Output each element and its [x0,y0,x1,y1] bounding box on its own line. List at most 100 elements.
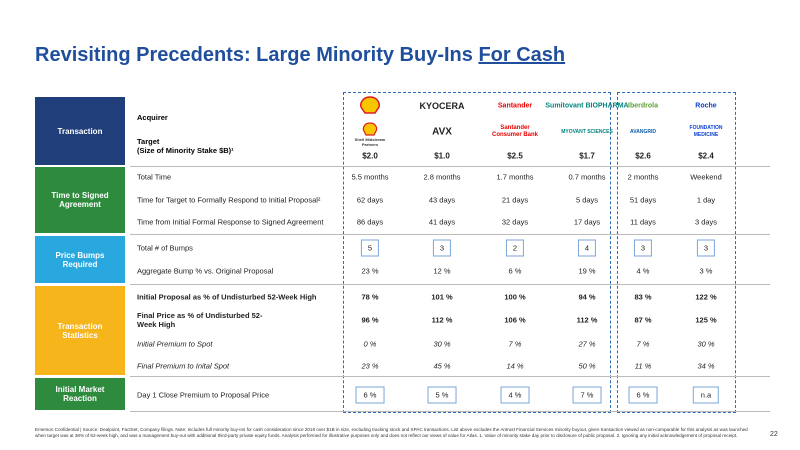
separator [130,234,770,235]
acquirer-logo: Sumitovant BIOPHARMA [545,102,629,110]
cell: 7 % [572,386,602,404]
cell: 7 % [508,339,522,349]
title: Revisiting Precedents: Large Minority Bu… [35,44,473,66]
cell: 122 % [695,292,717,302]
row-label: Final Price as % of Undisturbed 52-Week … [137,311,263,329]
cell: 112 % [431,315,453,325]
cell: 0.7 months [568,172,606,182]
section-label: Time to Signed Agreement [35,167,125,233]
footnote: Emerson Confidential | Source: Dealpoint… [35,427,748,438]
cell: 87 % [634,315,652,325]
target-logo: MYOVANT SCIENCES [561,129,613,135]
cell: 27 % [578,339,596,349]
cell: 50 % [578,361,596,371]
cell: 62 days [356,195,384,205]
cell: 43 days [428,195,456,205]
cell: 2 [505,239,525,257]
cell: 112 % [576,315,598,325]
cell: 4 % [500,386,530,404]
cell: 14 % [506,361,524,371]
cell: 51 days [629,195,657,205]
acquirer-logo: Santander [497,102,533,110]
cell: 1.7 months [496,172,534,182]
cell: 23 % [361,266,379,276]
row-label: Time for Target to Formally Respond to I… [137,195,321,205]
cell: 100 % [504,292,526,302]
stake: $2.6 [635,151,651,161]
cell: 4 [577,239,597,257]
cell: 3 % [699,266,713,276]
cell: 1 day [696,195,716,205]
cell: 5 days [575,195,599,205]
cell: 7 % [636,339,650,349]
cell: 6 % [508,266,522,276]
cell: 2.8 months [423,172,461,182]
cell: 94 % [578,292,596,302]
separator [130,376,770,377]
cell: 23 % [361,361,379,371]
cell: 11 % [634,361,652,371]
section-label: Transaction [35,97,125,165]
title-row: Revisiting Precedents: Large Minority Bu… [35,44,565,67]
target-note: (Size of Minority Stake $B)¹ [137,146,234,155]
row-label: Total Time [137,172,172,182]
row-label: Aggregate Bump % vs. Original Proposal [137,266,274,276]
row-label: Final Premium to Inital Spot [137,361,230,371]
stake: $1.0 [434,151,450,161]
cell: 6 % [355,386,385,404]
target-logo: Shell Midstream Partners [354,137,386,147]
cell: 101 % [431,292,453,302]
cell: n.a [692,386,720,404]
cell: 106 % [504,315,526,325]
cell: 32 days [501,217,529,227]
target-logo: Santander Consumer Bank [491,125,538,138]
stake: $2.0 [362,151,378,161]
cell: 83 % [634,292,652,302]
stake: $2.4 [698,151,714,161]
row-label: Day 1 Close Premium to Proposal Price [137,390,270,400]
cell: 30 % [433,339,451,349]
cell: 41 days [428,217,456,227]
cell: 34 % [697,361,715,371]
acquirer-logo: KYOCERA [419,101,465,111]
shell-logo-small [362,122,378,136]
group-box [343,92,611,413]
target-logo: AVX [432,126,452,138]
target-label: Target [137,137,160,146]
cell: 96 % [361,315,379,325]
title-emphasis: For Cash [478,44,566,66]
cell: 4 % [636,266,650,276]
stake: $1.7 [579,151,595,161]
shell-logo [360,96,380,114]
cell: 11 days [630,217,656,227]
cell: 125 % [695,315,717,325]
acquirer-label: Acquirer [137,113,168,122]
stake: $2.5 [507,151,523,161]
target-logo: FOUNDATION MEDICINE [689,125,723,138]
row-label: Time from Initial Formal Response to Sig… [137,217,324,227]
separator [130,411,770,412]
cell: 78 % [361,292,379,302]
target-logo: AVANGRID [630,129,656,135]
cell: 12 % [433,266,451,276]
cell: 3 [696,239,716,257]
separator [130,284,770,285]
cell: 30 % [697,339,715,349]
cell: 21 days [501,195,529,205]
section-label: Initial Market Reaction [35,378,125,410]
cell: 5.5 months [351,172,389,182]
acquirer-logo: Iberdrola [628,102,658,110]
acquirer-logo: Roche [695,102,717,110]
cell: 2 months [627,172,659,182]
cell: 0 % [363,339,377,349]
row-label: Initial Proposal as % of Undisturbed 52-… [137,292,317,302]
section-label: Transaction Statistics [35,286,125,375]
row-label: Total # of Bumps [137,243,193,253]
cell: 3 days [694,217,718,227]
cell: 86 days [356,217,384,227]
section-label: Price Bumps Required [35,236,125,283]
cell: 45 % [433,361,451,371]
cell: 3 [432,239,452,257]
cell: 5 [360,239,380,257]
